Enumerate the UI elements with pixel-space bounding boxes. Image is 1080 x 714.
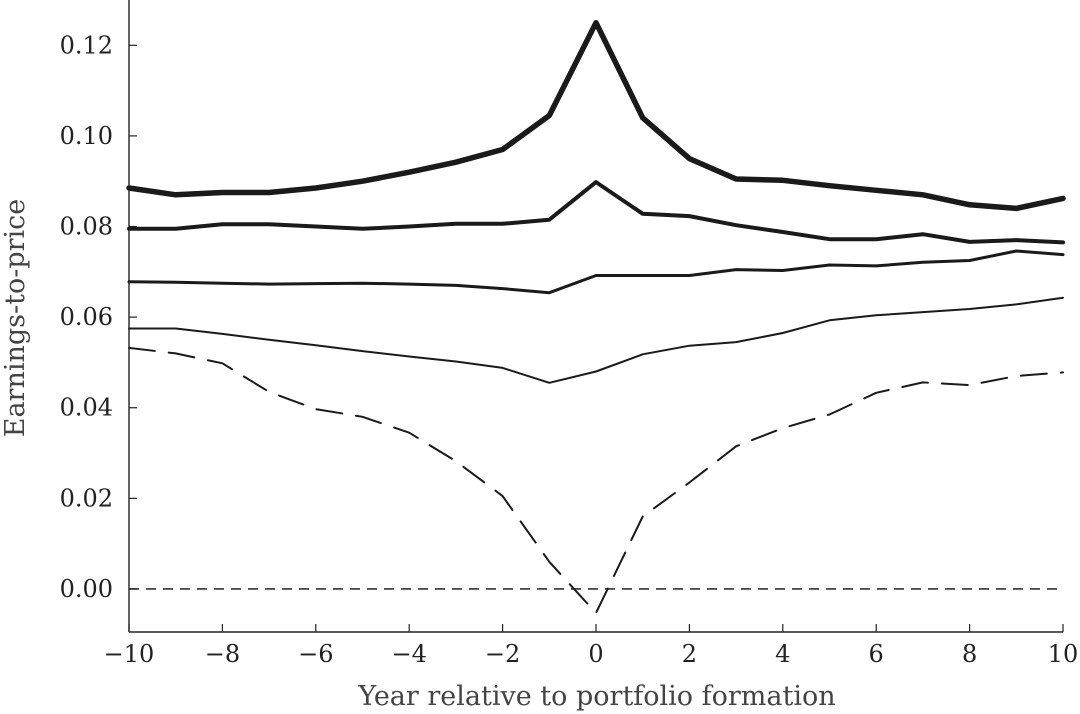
series-line-4 xyxy=(128,296,1064,384)
x-tick-label: −10 xyxy=(104,640,155,668)
x-tick-label: 6 xyxy=(869,640,884,668)
y-tick-label: 0.02 xyxy=(60,484,113,512)
x-tick-label: −2 xyxy=(485,640,520,668)
series-line-3 xyxy=(127,249,1065,295)
y-tick-label: 0.00 xyxy=(60,575,113,603)
series-line-1 xyxy=(126,19,1066,212)
y-tick-label: 0.06 xyxy=(60,303,113,331)
y-tick-label: 0.12 xyxy=(60,31,113,59)
series-line-5 xyxy=(128,346,1064,614)
y-axis-title: Earnings-to-price xyxy=(0,199,31,438)
y-tick-label: 0.04 xyxy=(60,394,113,422)
x-tick-label: 0 xyxy=(588,640,603,668)
plot-area xyxy=(126,19,1066,614)
x-tick-label: 10 xyxy=(1048,640,1079,668)
axes: 0.00 0.02 0.04 0.06 0.08 0.10 0.12 −10 −8 −6 −4 −2 0… xyxy=(60,0,1079,668)
x-tick-label: 2 xyxy=(682,640,697,668)
y-tick-label: 0.08 xyxy=(60,213,113,241)
x-tick-label: −8 xyxy=(205,640,240,668)
y-tick-label: 0.10 xyxy=(60,122,113,150)
x-axis-title: Year relative to portfolio formation xyxy=(357,681,835,712)
x-tick-label: −4 xyxy=(392,640,427,668)
series-line-2 xyxy=(127,180,1065,245)
x-tick-label: 8 xyxy=(962,640,977,668)
x-tick-label: −6 xyxy=(298,640,333,668)
x-tick-label: 4 xyxy=(775,640,790,668)
